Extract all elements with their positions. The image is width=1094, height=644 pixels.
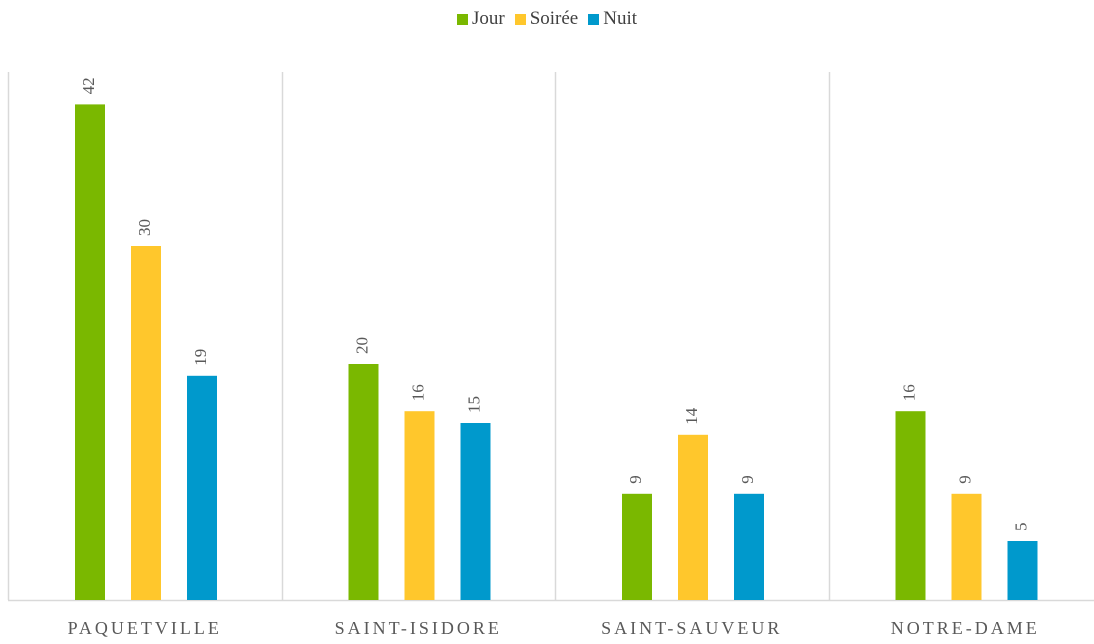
data-label: 30	[135, 219, 154, 236]
bar-nuit	[734, 494, 764, 600]
data-label: 42	[79, 77, 98, 94]
data-label: 15	[464, 396, 483, 413]
x-tick-label: SAINT-SAUVEUR	[601, 618, 782, 638]
bar-nuit	[1008, 541, 1038, 600]
data-label: 9	[738, 475, 757, 484]
data-label: 5	[1011, 523, 1030, 532]
legend-item-nuit: Nuit	[588, 8, 637, 30]
legend-label: Jour	[472, 8, 505, 30]
data-label: 9	[955, 475, 974, 484]
bar-nuit	[461, 423, 491, 600]
legend-item-soirée: Soirée	[515, 8, 579, 30]
x-tick-label: SAINT-ISIDORE	[335, 618, 502, 638]
data-label: 16	[408, 384, 427, 401]
bar-jour	[75, 104, 105, 600]
data-label: 19	[191, 349, 210, 366]
legend: Jour Soirée Nuit	[0, 6, 1094, 32]
data-label: 20	[352, 337, 371, 354]
legend-item-jour: Jour	[457, 8, 505, 30]
bar-soirée	[952, 494, 982, 600]
data-label: 9	[626, 475, 645, 484]
bar-soirée	[678, 435, 708, 600]
data-label: 16	[899, 384, 918, 401]
legend-swatch	[457, 14, 468, 25]
x-tick-label: PAQUETVILLE	[68, 618, 222, 638]
bar-jour	[349, 364, 379, 600]
data-label: 14	[682, 407, 701, 425]
legend-label: Soirée	[530, 8, 579, 30]
bar-jour	[896, 411, 926, 600]
legend-swatch	[515, 14, 526, 25]
bar-jour	[622, 494, 652, 600]
legend-swatch	[588, 14, 599, 25]
legend-label: Nuit	[603, 8, 637, 30]
bar-nuit	[187, 376, 217, 600]
bar-soirée	[131, 246, 161, 600]
x-tick-label: NOTRE-DAME	[891, 618, 1040, 638]
bar-soirée	[405, 411, 435, 600]
